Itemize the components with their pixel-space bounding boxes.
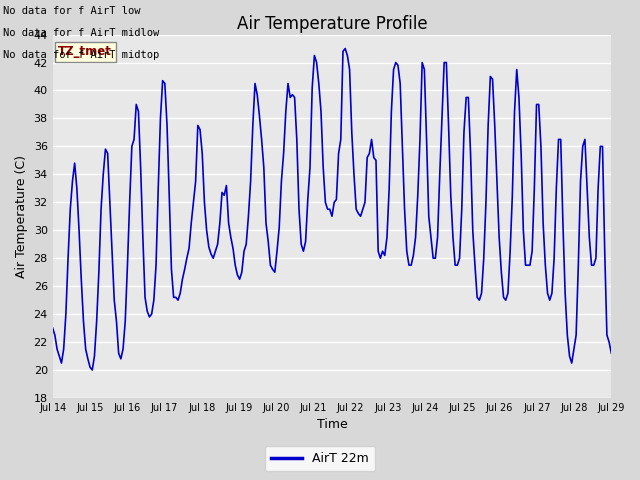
Legend: AirT 22m: AirT 22m: [265, 446, 375, 471]
X-axis label: Time: Time: [317, 419, 348, 432]
Text: No data for f AirT midtop: No data for f AirT midtop: [3, 49, 159, 60]
Title: Air Temperature Profile: Air Temperature Profile: [237, 15, 428, 33]
Text: No data for f AirT midlow: No data for f AirT midlow: [3, 28, 159, 38]
Y-axis label: Air Temperature (C): Air Temperature (C): [15, 155, 28, 278]
Text: TZ_tmet: TZ_tmet: [58, 46, 112, 59]
Text: No data for f AirT low: No data for f AirT low: [3, 6, 141, 16]
